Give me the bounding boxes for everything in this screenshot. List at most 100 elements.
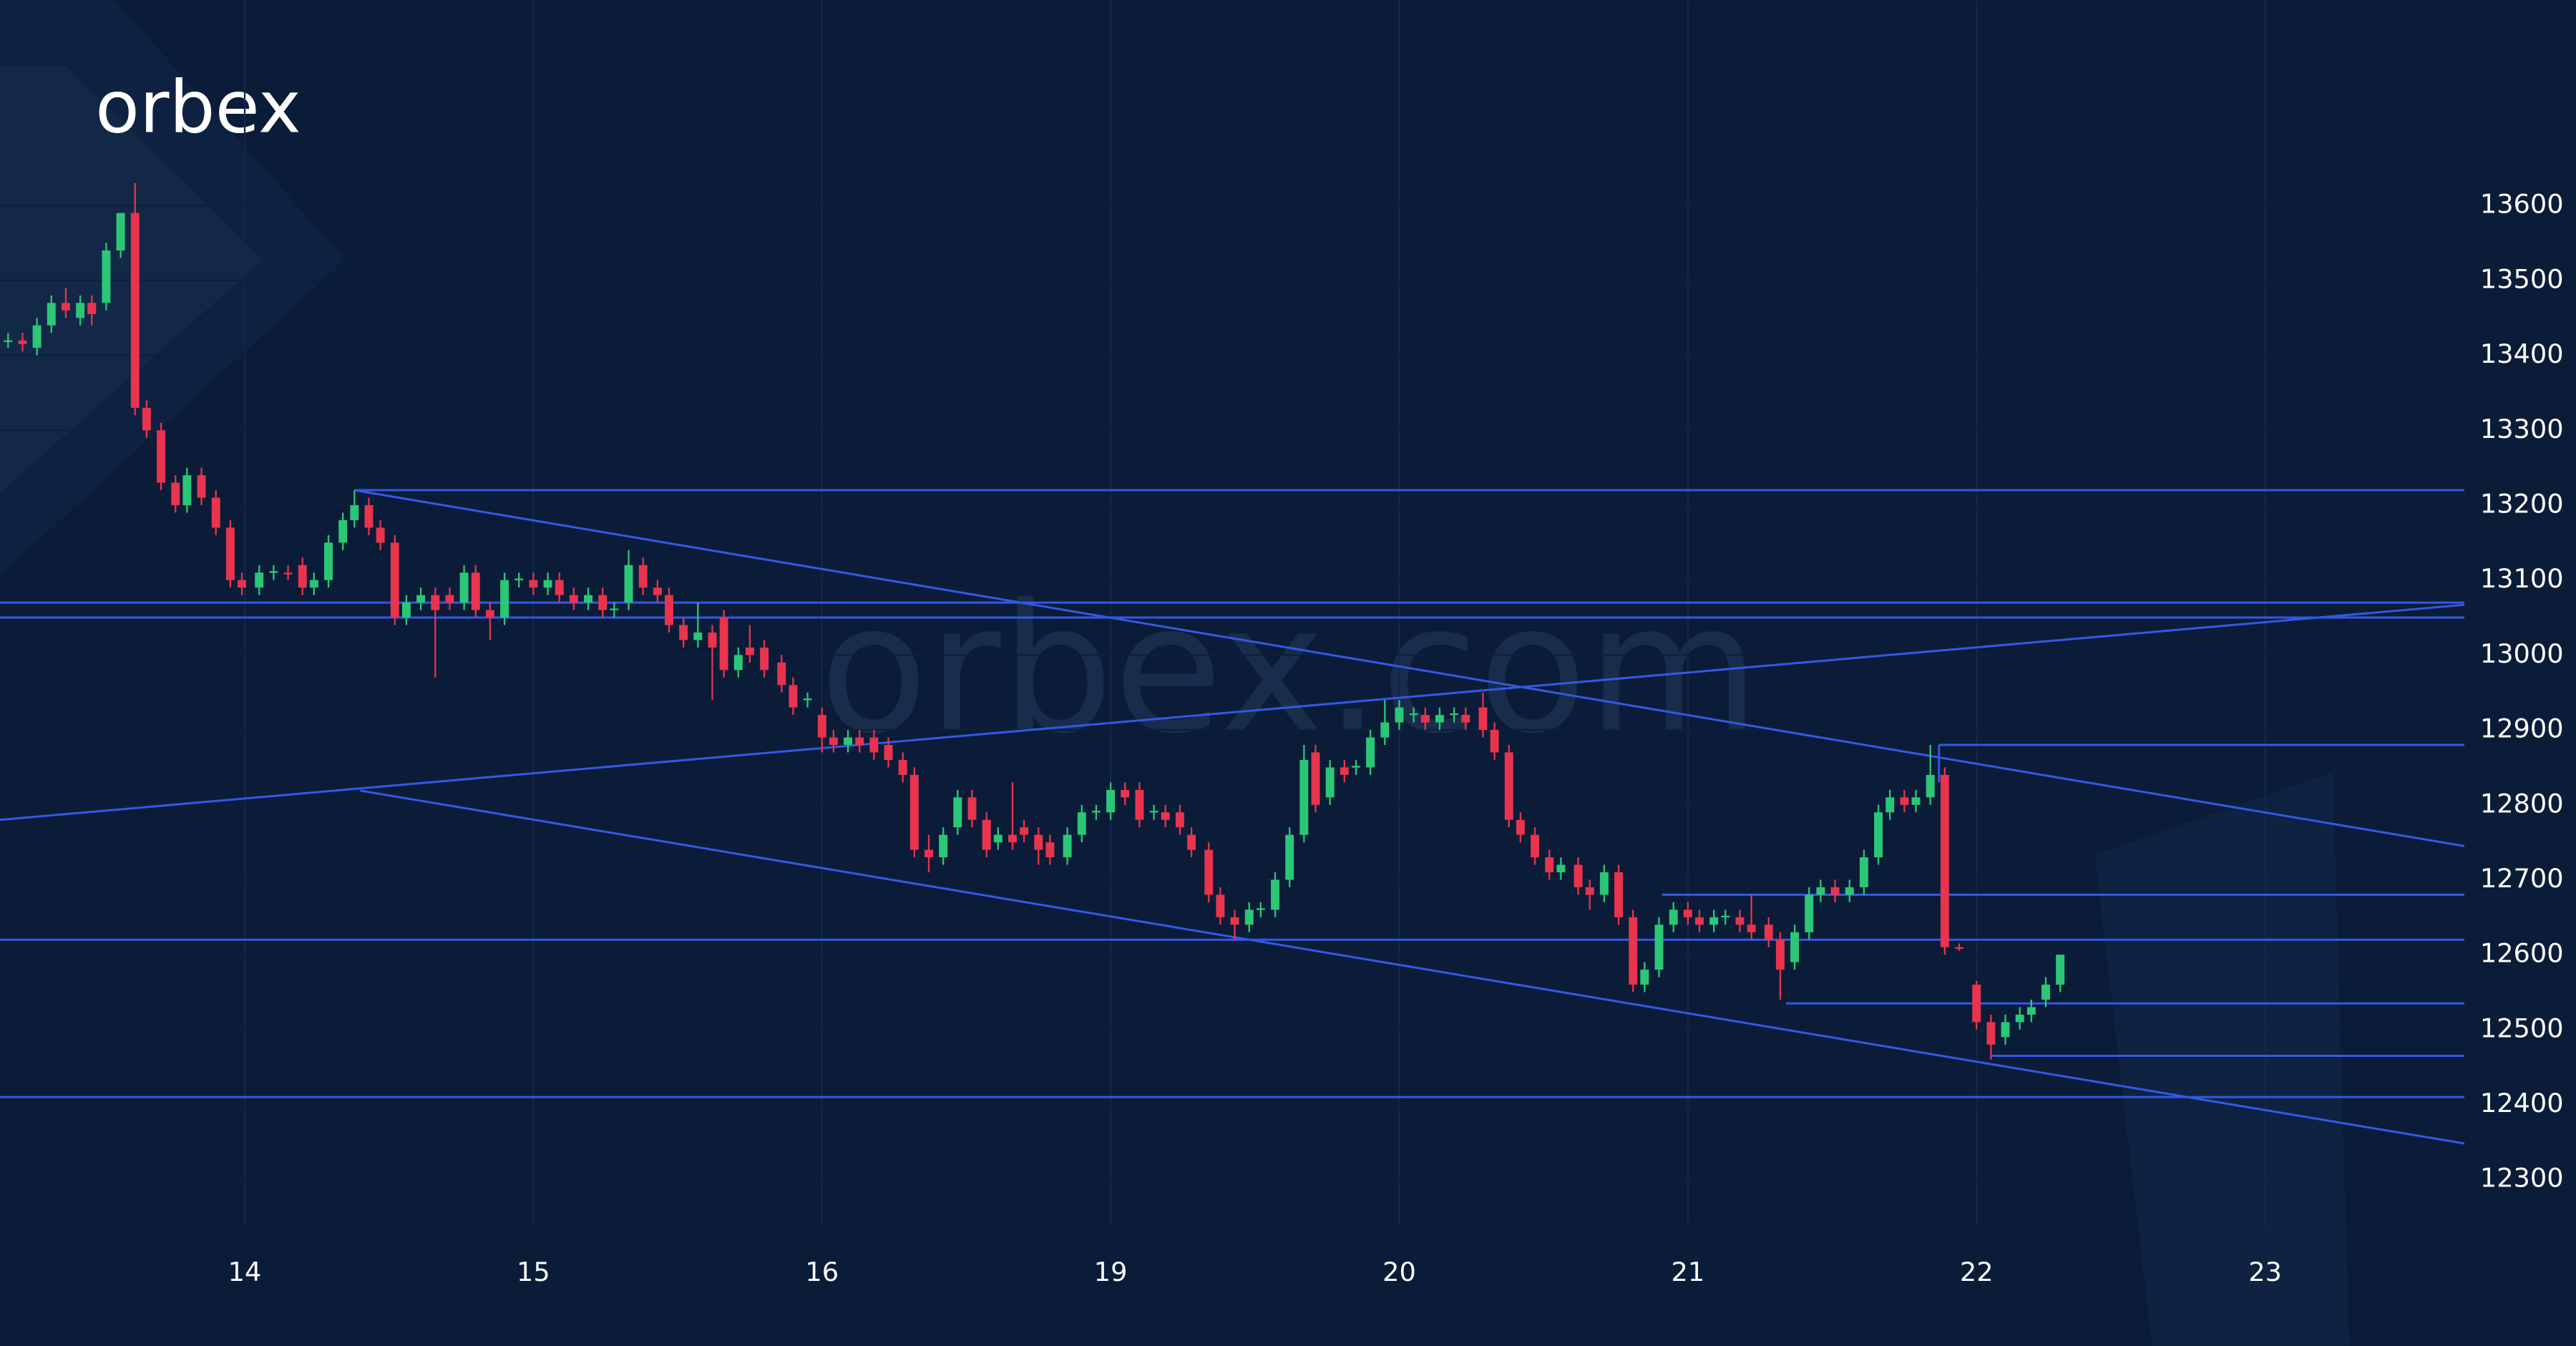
y-tick-label: 13000 xyxy=(2480,638,2564,669)
candle-body xyxy=(1775,940,1785,970)
candle-body xyxy=(1695,917,1704,925)
candle-body xyxy=(1955,947,1963,949)
y-tick-label: 13300 xyxy=(2480,414,2564,444)
candle-body xyxy=(855,737,864,746)
candle-body xyxy=(1450,713,1459,716)
candle-body xyxy=(1926,774,1935,798)
candle-body xyxy=(1614,872,1624,917)
x-tick-label: 20 xyxy=(1382,1257,1416,1287)
candle-body xyxy=(338,520,348,543)
candle-body xyxy=(211,497,220,528)
y-tick-label: 12800 xyxy=(2480,788,2564,819)
candle-body xyxy=(1204,849,1214,895)
candle-body xyxy=(719,618,728,670)
candle-body xyxy=(471,572,480,610)
candle-body xyxy=(829,737,838,746)
candle-body xyxy=(116,213,125,251)
y-tick-label: 12600 xyxy=(2480,938,2564,969)
y-tick-label: 12500 xyxy=(2480,1013,2564,1043)
candle-body xyxy=(2026,1007,2036,1015)
candle-body xyxy=(459,572,469,603)
candle-body xyxy=(869,737,879,753)
candle-body xyxy=(777,662,786,686)
candle-body xyxy=(909,774,919,850)
candle-body xyxy=(1490,730,1499,753)
candle-body xyxy=(789,685,798,708)
candle-body xyxy=(624,565,633,603)
candle-body xyxy=(1599,872,1609,895)
candle-body xyxy=(693,632,703,640)
candle-body xyxy=(2041,985,2050,1000)
candle-body xyxy=(1420,715,1430,723)
candle-body xyxy=(1409,713,1418,716)
candle-body xyxy=(529,580,538,588)
candle-body xyxy=(1940,774,1949,947)
candle-body xyxy=(1900,797,1909,805)
candle-body xyxy=(1187,834,1196,850)
candle-body xyxy=(416,595,426,603)
axes: 14 15 16 19 20 21 22 23 12300 12400 12500 12600 1270… xyxy=(228,189,2564,1287)
y-tick-label: 13100 xyxy=(2480,563,2564,594)
candle-body xyxy=(1531,834,1540,858)
candle-body xyxy=(1008,834,1017,843)
candle-body xyxy=(1020,827,1029,835)
candle-body xyxy=(1325,767,1335,798)
candle-body xyxy=(376,527,385,543)
candles xyxy=(4,182,2065,1060)
candle-body xyxy=(1790,932,1800,962)
candle-body xyxy=(225,527,235,580)
candle-body xyxy=(1366,737,1375,768)
candle-body xyxy=(584,595,593,603)
candle-body xyxy=(445,595,454,603)
candle-body xyxy=(485,610,494,618)
candle-body xyxy=(1574,864,1583,887)
candle-body xyxy=(1230,917,1239,925)
candle-body xyxy=(1874,812,1883,858)
candle-body xyxy=(1135,789,1144,820)
y-tick-label: 12900 xyxy=(2480,713,2564,744)
candle-body xyxy=(1556,864,1566,872)
candle-body xyxy=(500,580,509,618)
candle-body xyxy=(364,504,374,528)
y-tick-label: 13600 xyxy=(2480,189,2564,220)
candle-body xyxy=(1764,925,1773,940)
candle-body xyxy=(18,340,27,344)
x-tick-label: 22 xyxy=(1960,1257,1994,1287)
candle-body xyxy=(1352,766,1360,768)
candle-body xyxy=(924,849,933,858)
candle-body xyxy=(610,608,619,610)
x-tick-label: 16 xyxy=(805,1257,839,1287)
candle-body xyxy=(1063,834,1072,858)
candle-body xyxy=(993,834,1002,843)
candle-body xyxy=(638,565,648,588)
candle-body xyxy=(350,504,359,520)
candle-body xyxy=(1461,715,1470,723)
candle-body xyxy=(130,213,140,408)
candle-body xyxy=(1805,894,1814,932)
candle-body xyxy=(1299,759,1309,835)
candle-body xyxy=(1885,797,1895,813)
candle-body xyxy=(401,603,411,618)
y-tick-label: 13400 xyxy=(2480,338,2564,369)
candle-body xyxy=(324,542,333,580)
candle-body xyxy=(171,482,180,505)
candle-body xyxy=(298,565,307,588)
candle-body xyxy=(1478,707,1488,731)
candle-body xyxy=(1747,925,1756,932)
candle-body xyxy=(803,698,812,701)
candle-body xyxy=(569,595,578,603)
candle-body xyxy=(1972,985,1981,1023)
candle-body xyxy=(1091,811,1101,813)
candle-body xyxy=(817,715,826,738)
trend-line xyxy=(354,489,2465,847)
logo: orbex xyxy=(95,64,301,149)
trend-line xyxy=(0,603,2465,821)
candle-body xyxy=(1986,1022,1996,1045)
candle-body xyxy=(665,595,673,625)
x-tick-label: 19 xyxy=(1094,1257,1128,1287)
candle-body xyxy=(4,340,13,342)
y-tick-label: 13500 xyxy=(2480,263,2564,294)
candle-body xyxy=(1683,909,1692,917)
candle-body xyxy=(939,834,948,858)
